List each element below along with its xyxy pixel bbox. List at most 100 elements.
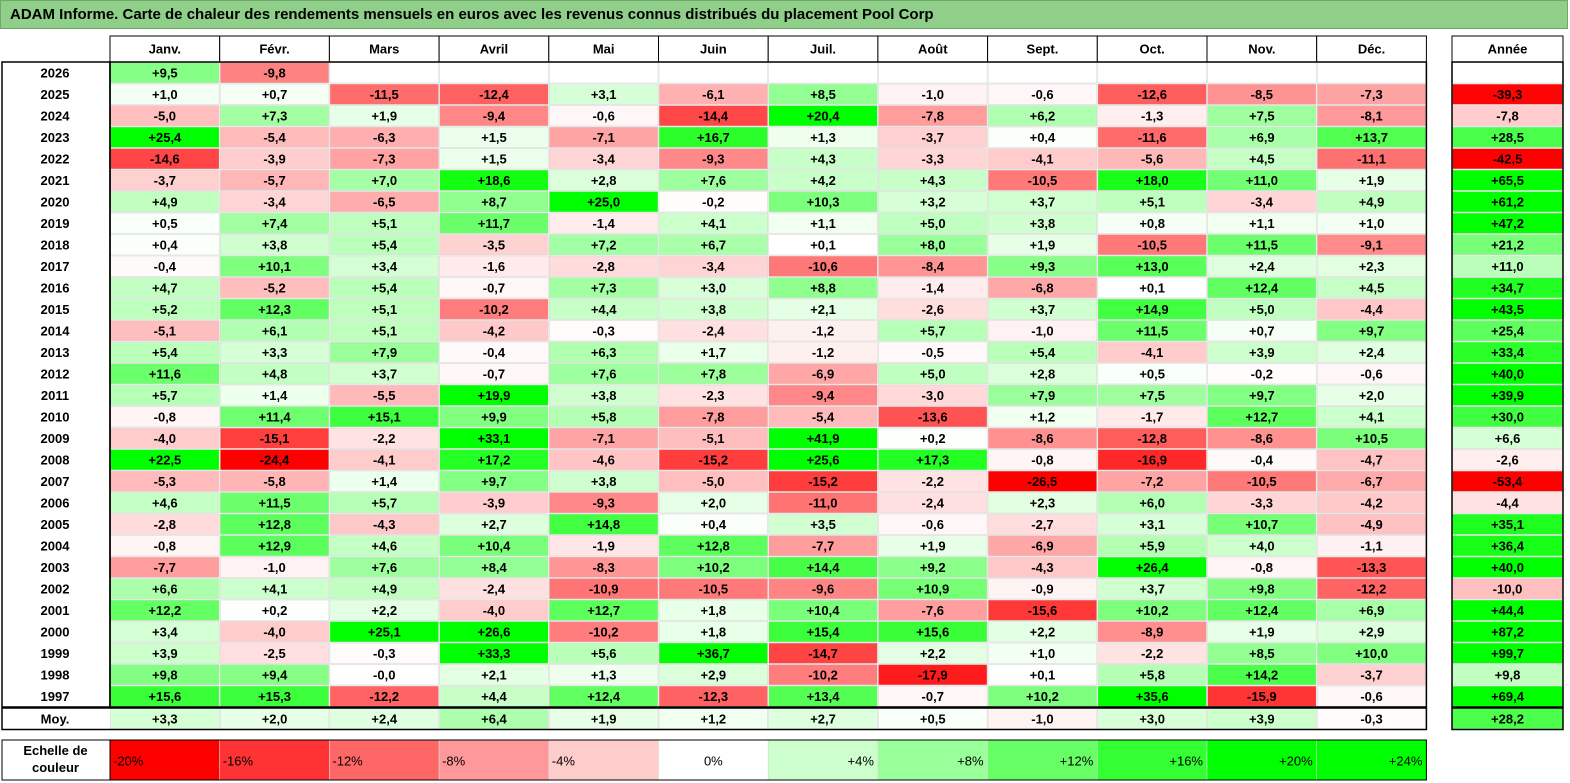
year-total-value: +21,2 — [1491, 237, 1524, 252]
heatmap-cell — [987, 513, 1098, 535]
heatmap-cell — [768, 169, 878, 191]
cell-value: +2,8 — [591, 173, 617, 188]
cell-value: -0,8 — [154, 409, 176, 424]
heatmap-cell — [548, 449, 659, 471]
cell-value: -2,8 — [154, 517, 176, 532]
heatmap-cell — [1097, 298, 1207, 320]
heatmap-cell — [768, 556, 878, 578]
body-border — [109, 61, 1428, 708]
heatmap-cell — [658, 621, 768, 643]
cell-value: -14,6 — [150, 151, 180, 166]
heatmap-cell — [987, 470, 1098, 492]
cell-value: -5,5 — [373, 388, 395, 403]
cell-value: -9,3 — [702, 151, 724, 166]
cell-value: +4,6 — [371, 538, 397, 553]
cell-value: +3,0 — [1139, 711, 1165, 726]
heatmap-cell — [548, 492, 659, 514]
heatmap-cell — [1097, 341, 1207, 363]
cell-value: +12,2 — [148, 603, 181, 618]
heatmap-cell — [878, 492, 988, 514]
heatmap-cell — [768, 449, 878, 471]
heatmap-cell — [1207, 126, 1317, 148]
cell-value: -1,2 — [812, 323, 834, 338]
cell-value: -0,8 — [154, 538, 176, 553]
heatmap-cell — [658, 384, 768, 406]
heatmap-cell — [1207, 470, 1317, 492]
cell-value: +0,2 — [262, 603, 288, 618]
cell-value: +4,1 — [262, 581, 288, 596]
heatmap-cell — [658, 513, 768, 535]
year-total-value: +40,0 — [1491, 560, 1524, 575]
cell-value: +5,0 — [1249, 302, 1275, 317]
year-total-value: -10,0 — [1493, 581, 1523, 596]
cell-value: +4,4 — [481, 689, 507, 704]
heatmap-cell — [1207, 320, 1317, 342]
year-row-label: 2015 — [41, 302, 70, 317]
cell-value: -5,0 — [154, 108, 176, 123]
cell-value: -4,3 — [373, 517, 395, 532]
cell-value: +3,8 — [262, 237, 288, 252]
cell-value: +1,3 — [591, 667, 617, 682]
heatmap-cell — [658, 341, 768, 363]
legend-step-label: -4% — [552, 754, 576, 769]
heatmap-cell — [878, 578, 988, 600]
cell-value: +2,1 — [481, 667, 507, 682]
cell-value: -0,3 — [592, 323, 614, 338]
cell-value: +6,3 — [591, 345, 617, 360]
cell-value: +3,8 — [591, 388, 617, 403]
year-total-value: +36,4 — [1491, 538, 1525, 553]
heatmap-cell — [658, 599, 768, 621]
cell-value: +12,8 — [697, 538, 730, 553]
heatmap-cell — [658, 83, 768, 105]
cell-value: +3,3 — [152, 711, 178, 726]
cell-value: +1,4 — [371, 474, 397, 489]
heatmap-cell — [548, 513, 659, 535]
heatmap-cell — [219, 126, 330, 148]
year-row-label: 2008 — [41, 452, 70, 467]
cell-value: -0,0 — [373, 667, 395, 682]
cell-value: +3,9 — [152, 646, 178, 661]
cell-value: -14,7 — [808, 646, 838, 661]
cell-value: -2,6 — [922, 302, 944, 317]
heatmap-cell — [658, 255, 768, 277]
heatmap-cell — [987, 212, 1098, 234]
heatmap-cell — [329, 341, 439, 363]
heatmap-cell — [768, 578, 878, 600]
year-total-value: +43,5 — [1491, 302, 1524, 317]
heatmap-cell — [219, 191, 330, 213]
cell-value: +9,7 — [1249, 388, 1275, 403]
heatmap-cell — [329, 191, 439, 213]
cell-value: +4,6 — [152, 495, 178, 510]
cell-value: +5,9 — [1139, 538, 1165, 553]
heatmap-cell — [987, 320, 1098, 342]
heatmap-cell — [329, 599, 439, 621]
cell-value: +5,4 — [152, 345, 178, 360]
cell-value: -3,9 — [483, 495, 505, 510]
cell-value: -12,6 — [1137, 87, 1167, 102]
cell-value: +0,7 — [1249, 323, 1275, 338]
year-row-label: 2011 — [41, 388, 69, 403]
cell-value: +7,4 — [262, 216, 288, 231]
cell-value: +12,7 — [587, 603, 620, 618]
cell-value: -4,7 — [1360, 452, 1382, 467]
cell-value: +3,2 — [920, 194, 946, 209]
cell-value: +10,9 — [916, 581, 949, 596]
heatmap-cell — [439, 406, 549, 428]
heatmap-cell — [1097, 406, 1207, 428]
heatmap-cell — [658, 126, 768, 148]
year-total-value: -39,3 — [1493, 87, 1523, 102]
cell-value: +3,1 — [1139, 517, 1165, 532]
heatmap-cell — [658, 169, 768, 191]
heatmap-cell — [329, 148, 439, 170]
cell-value: -9,6 — [812, 581, 834, 596]
cell-value: +13,4 — [807, 689, 841, 704]
heatmap-cell — [548, 62, 659, 84]
cell-value: +1,3 — [810, 130, 836, 145]
cell-value: +10,4 — [477, 538, 511, 553]
cell-value: -0,8 — [1031, 452, 1053, 467]
cell-value: +8,7 — [481, 194, 507, 209]
heatmap-cell — [329, 449, 439, 471]
heatmap-cell — [329, 427, 439, 449]
heatmap-cell — [658, 298, 768, 320]
heatmap-cell — [1097, 277, 1207, 299]
